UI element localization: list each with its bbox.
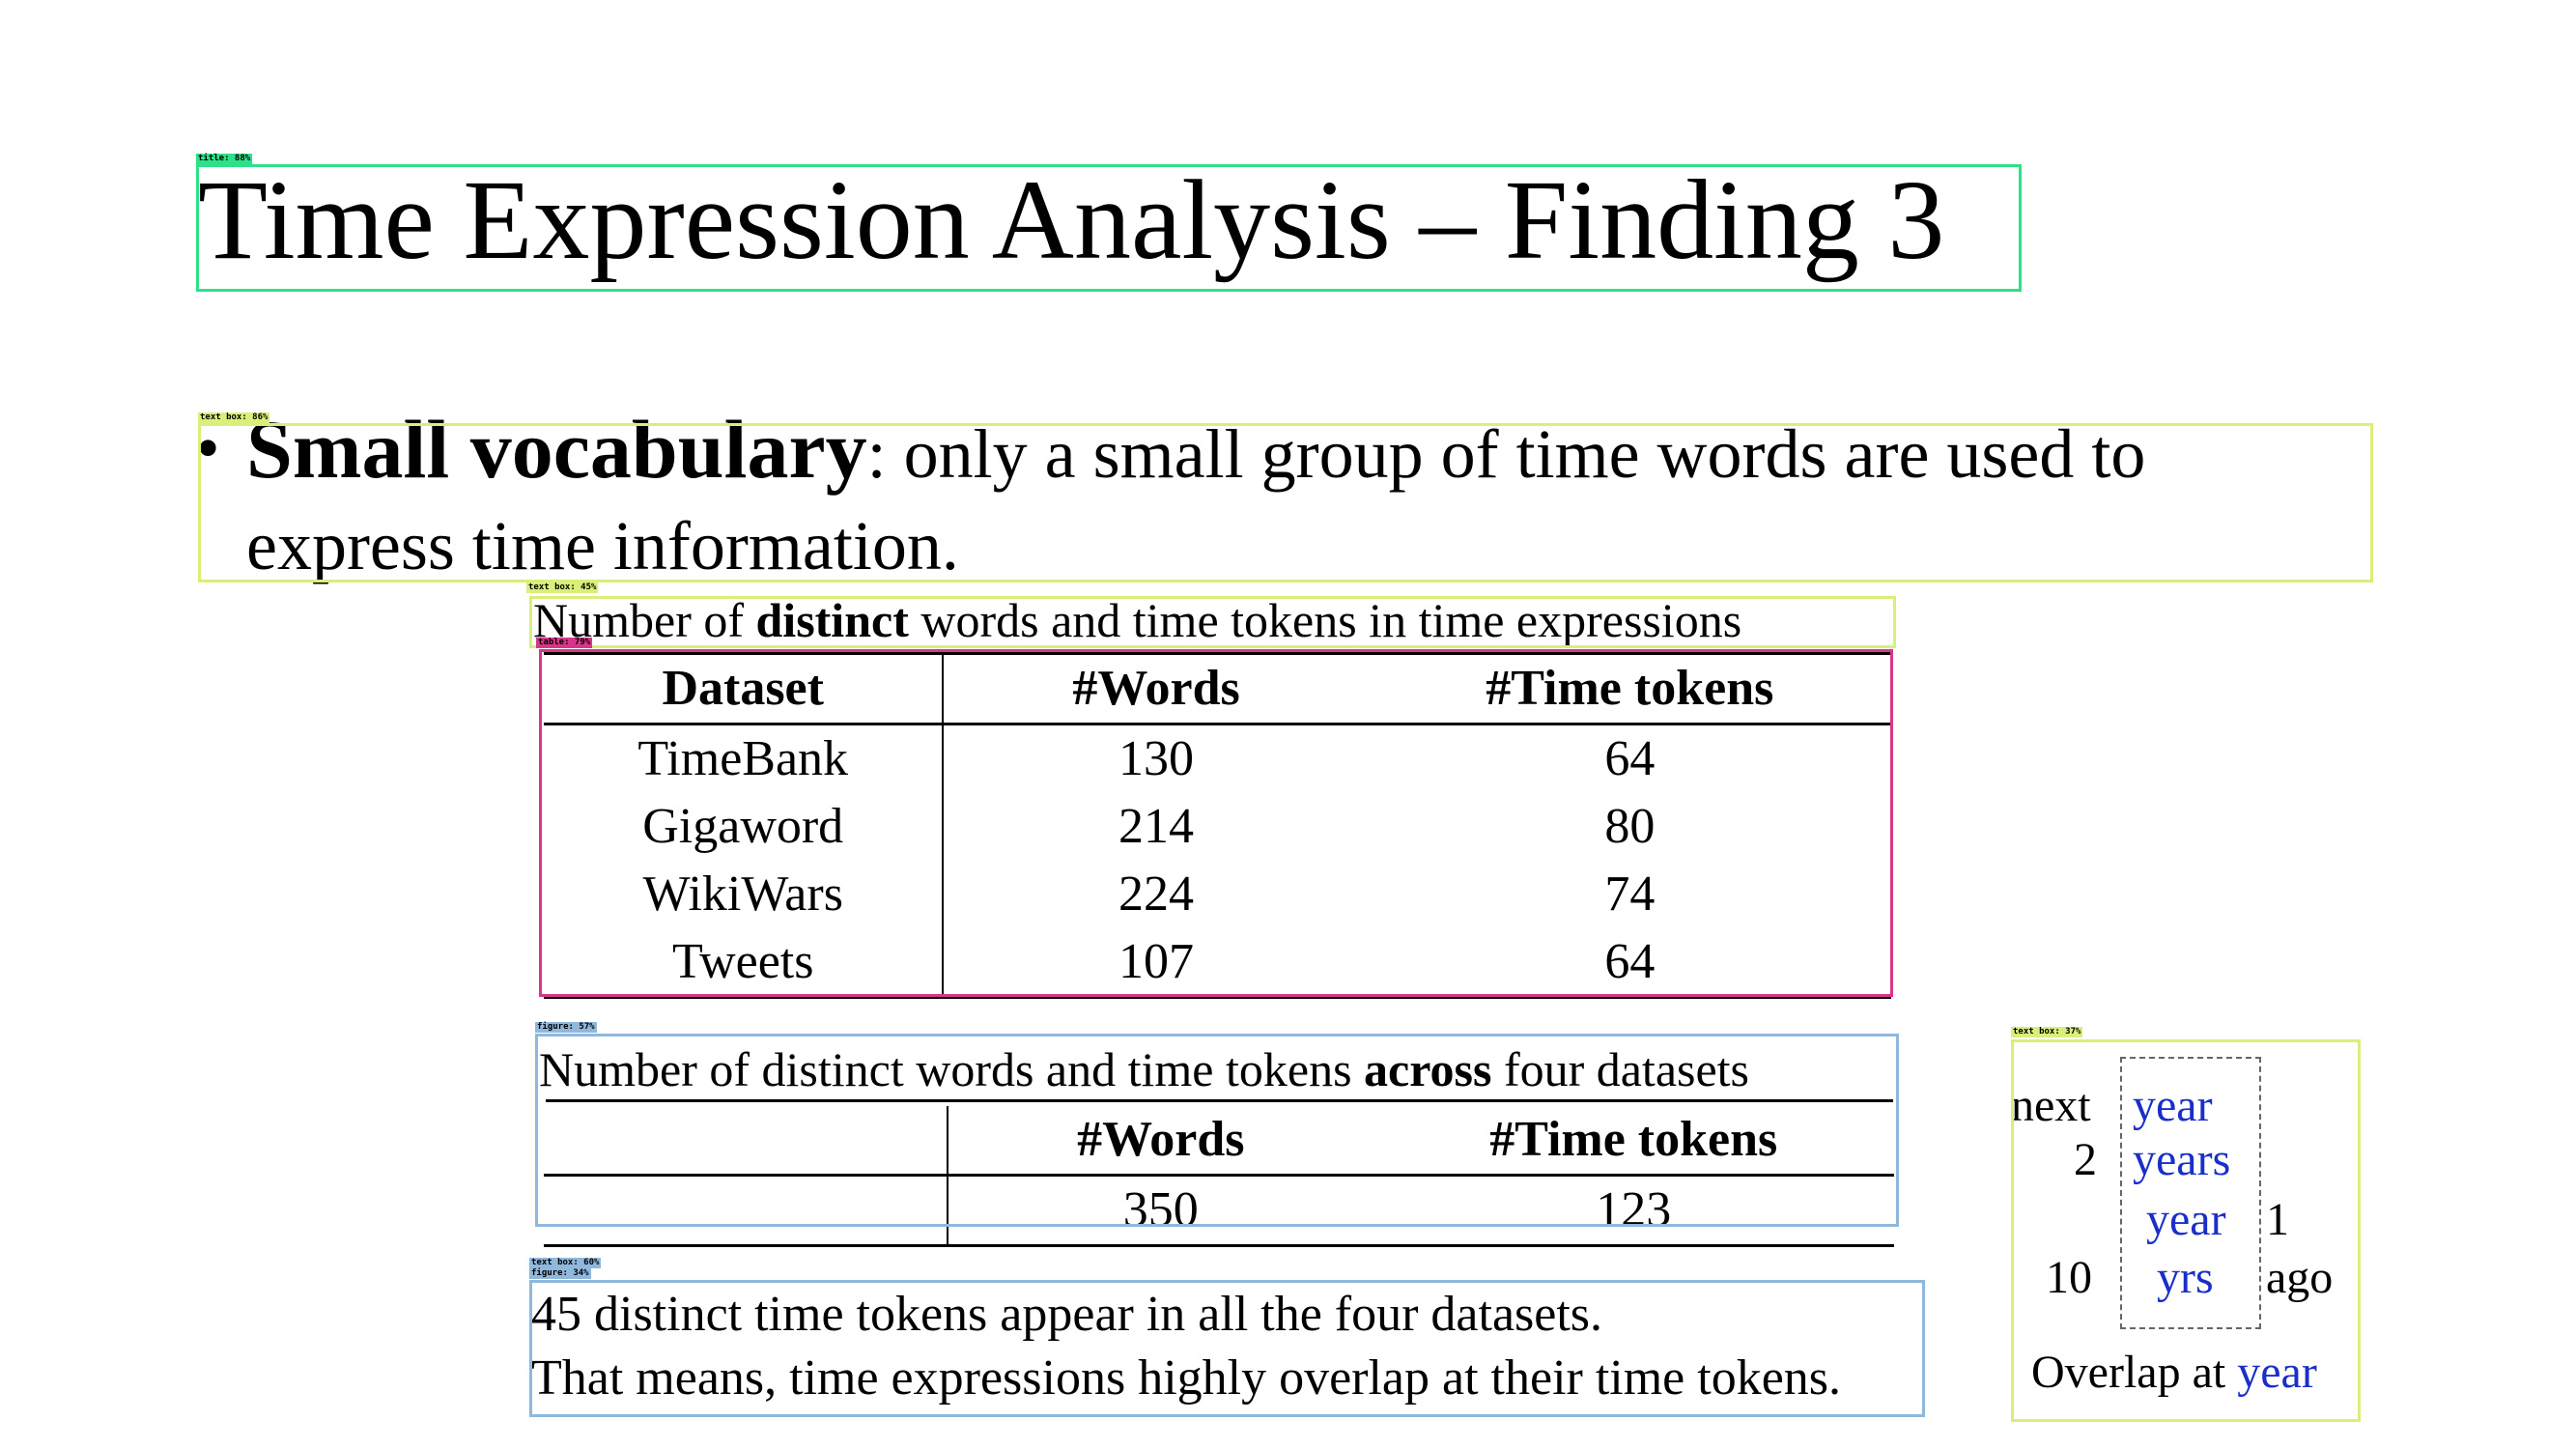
bullet-line-2: express time information. xyxy=(246,507,959,584)
table1-detection-box xyxy=(539,649,1893,997)
illus-years: years xyxy=(2133,1134,2231,1185)
table2-detection-label: figure: 57% xyxy=(535,1022,597,1033)
table2-header-row: #Words #Time tokens xyxy=(544,1106,1894,1176)
note-detection-box xyxy=(529,1280,1925,1417)
table2: #Words #Time tokens 350 123 xyxy=(544,1106,1894,1247)
title-detection-box xyxy=(196,164,2022,292)
slide-title: Time Expression Analysis – Finding 3 xyxy=(198,156,1945,283)
illus-caption: Overlap at year xyxy=(2031,1345,2317,1401)
table2-header-words: #Words xyxy=(1077,1112,1245,1167)
table2-caption-post: four datasets xyxy=(1491,1042,1750,1096)
table1-cell-dataset: Gigaword xyxy=(544,793,945,861)
table1: Dataset #Words #Time tokens TimeBank 130… xyxy=(544,652,1891,999)
illus-year-1: year xyxy=(2133,1080,2213,1131)
table1-cell-dataset: WikiWars xyxy=(544,861,945,928)
table2-caption-bold: across xyxy=(1364,1042,1492,1096)
illus-detection-label: text box: 37% xyxy=(2011,1027,2083,1037)
illus-year-2: year xyxy=(2146,1194,2226,1245)
table1-cell-words: 107 xyxy=(1118,934,1195,989)
overlap-dashed-frame xyxy=(2120,1057,2261,1329)
table1-cell-time-tokens: 64 xyxy=(1604,731,1656,786)
note-detection-label: text box: 60% xyxy=(529,1258,602,1268)
bullet-detection-box xyxy=(198,423,2373,582)
bullet-detection-label: text box: 86% xyxy=(198,412,270,423)
table2-header-time-tokens: #Time tokens xyxy=(1489,1112,1778,1167)
illus-detection-box xyxy=(2011,1039,2361,1422)
table1-header-time-tokens: #Time tokens xyxy=(1486,661,1774,716)
table2-top-rule xyxy=(546,1099,1893,1102)
table2-header-empty xyxy=(544,1106,949,1176)
illus-yrs: yrs xyxy=(2157,1252,2214,1303)
table1-header-row: Dataset #Words #Time tokens xyxy=(544,653,1891,724)
bullet-line-1: Small vocabulary: only a small group of … xyxy=(246,406,2145,497)
illus-1: 1 xyxy=(2266,1194,2289,1245)
table1-caption: Number of distinct words and time tokens… xyxy=(533,591,1741,649)
table-row: 350 123 xyxy=(544,1175,1894,1246)
table2-detection-box xyxy=(535,1034,1899,1227)
table1-cell-words: 214 xyxy=(1118,799,1195,854)
table2-caption: Number of distinct words and time tokens… xyxy=(539,1040,1749,1098)
bullet-bold-term: Small vocabulary xyxy=(246,403,867,496)
illus-caption-blue: year xyxy=(2237,1347,2317,1398)
illus-10: 10 xyxy=(2046,1252,2092,1303)
table-row: TimeBank 130 64 xyxy=(544,724,1891,793)
note-figure-detection-label: figure: 34% xyxy=(529,1268,591,1279)
table-row: WikiWars 224 74 xyxy=(544,861,1891,928)
table-row: Gigaword 214 80 xyxy=(544,793,1891,861)
table1-caption-detection-label: text box: 45% xyxy=(526,582,599,593)
table1-detection-label: table: 79% xyxy=(536,638,593,648)
table2-cell-empty xyxy=(544,1175,949,1246)
table2-cell-words: 350 xyxy=(1122,1182,1199,1237)
table1-caption-detection-box xyxy=(529,596,1896,648)
illus-ago: ago xyxy=(2266,1252,2334,1303)
table1-header-words: #Words xyxy=(1072,661,1240,716)
table1-cell-dataset: TimeBank xyxy=(544,724,945,793)
note-line-1: 45 distinct time tokens appear in all th… xyxy=(531,1287,1603,1342)
title-detection-label: title: 88% xyxy=(196,154,253,164)
table1-cell-time-tokens: 74 xyxy=(1604,867,1656,922)
table1-cell-time-tokens: 64 xyxy=(1604,934,1656,989)
table2-caption-pre: Number of distinct words and time tokens xyxy=(539,1042,1365,1096)
table1-cell-dataset: Tweets xyxy=(544,928,945,998)
note-line-2: That means, time expressions highly over… xyxy=(531,1350,1842,1406)
table1-cell-words: 224 xyxy=(1118,867,1195,922)
table1-caption-bold: distinct xyxy=(755,593,909,647)
illus-next: next xyxy=(2011,1080,2091,1131)
table1-header-dataset: Dataset xyxy=(544,653,945,724)
table2-cell-time-tokens: 123 xyxy=(1596,1182,1672,1237)
table1-cell-time-tokens: 80 xyxy=(1604,799,1656,854)
bullet-rest-line-1: : only a small group of time words are u… xyxy=(866,415,2146,493)
table1-caption-post: words and time tokens in time expression… xyxy=(908,593,1742,647)
illus-caption-pre: Overlap at xyxy=(2031,1347,2238,1398)
table1-cell-words: 130 xyxy=(1118,731,1195,786)
table-row: Tweets 107 64 xyxy=(544,928,1891,998)
illus-2: 2 xyxy=(2074,1134,2097,1185)
